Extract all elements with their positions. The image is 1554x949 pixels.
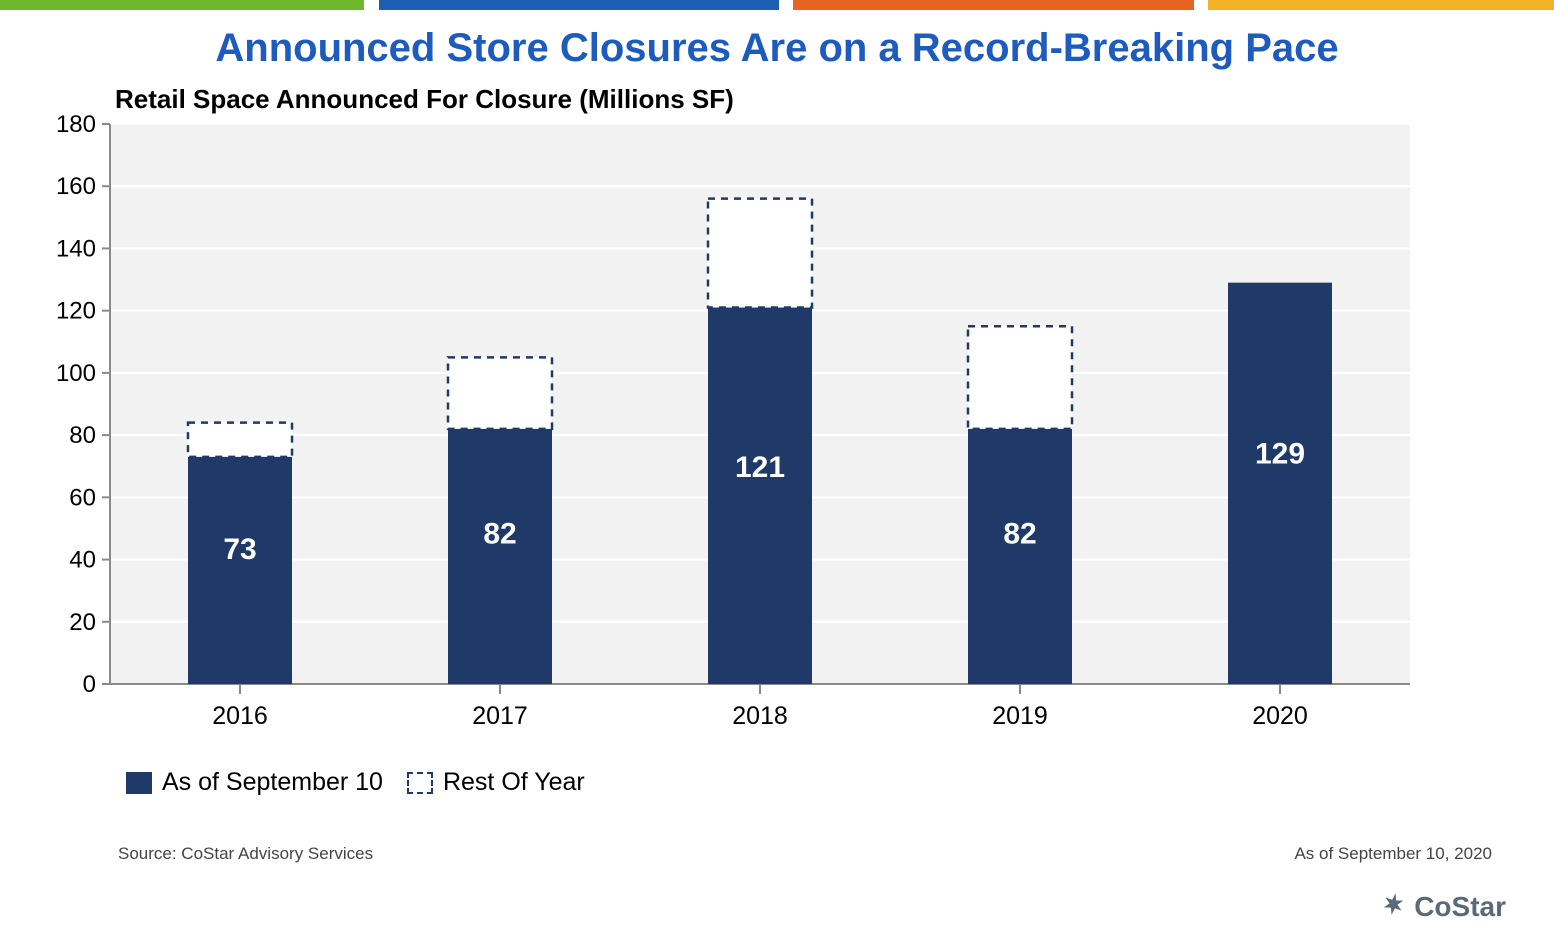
y-tick-label: 80 [69,422,96,449]
legend-item-rest-of-year: Rest Of Year [407,768,585,797]
bar-as-of [188,457,292,684]
legend-swatch-rest-of-year [407,772,433,794]
y-tick-label: 180 [56,111,96,138]
page-root: Announced Store Closures Are on a Record… [0,0,1554,949]
x-tick-label: 2018 [732,702,788,730]
costar-logo-text: CoStar [1414,891,1506,923]
y-tick-label: 140 [56,235,96,262]
as-of-label: As of September 10, 2020 [1294,844,1492,864]
y-tick-label: 120 [56,298,96,325]
legend-swatch-as-of [126,772,152,794]
x-tick-label: 2020 [1252,702,1308,730]
legend: As of September 10 Rest Of Year [126,768,585,797]
bar-as-of [968,429,1072,684]
source-label: Source: CoStar Advisory Services [118,844,373,864]
bar-value-label: 82 [483,518,516,551]
y-tick-label: 20 [69,609,96,636]
bar-rest-of-year [968,326,1072,429]
bar-value-label: 82 [1003,518,1036,551]
x-tick-label: 2016 [212,702,268,730]
y-tick-label: 40 [69,547,96,574]
legend-label-as-of: As of September 10 [162,768,383,797]
bar-value-label: 129 [1255,437,1305,470]
y-tick-label: 160 [56,173,96,200]
y-tick-label: 0 [83,671,96,698]
x-tick-label: 2017 [472,702,528,730]
chart-svg: 0 20 40 60 80 100 120 140 160 180 73 2016 82 2017 121 2… [0,0,1554,949]
bar-value-label: 121 [735,451,785,484]
legend-label-rest-of-year: Rest Of Year [443,768,585,797]
y-tick-label: 60 [69,484,96,511]
bar-rest-of-year [188,423,292,457]
bar-rest-of-year [708,199,812,308]
bar-value-label: 73 [223,533,256,566]
bar-as-of [1228,283,1332,684]
bar-as-of [448,429,552,684]
bar-rest-of-year [448,357,552,429]
costar-logo: CoStar [1378,891,1506,923]
bar-as-of [708,308,812,684]
x-tick-label: 2019 [992,702,1048,730]
y-tick-label: 100 [56,360,96,387]
costar-logo-icon [1378,892,1408,922]
legend-item-as-of: As of September 10 [126,768,383,797]
